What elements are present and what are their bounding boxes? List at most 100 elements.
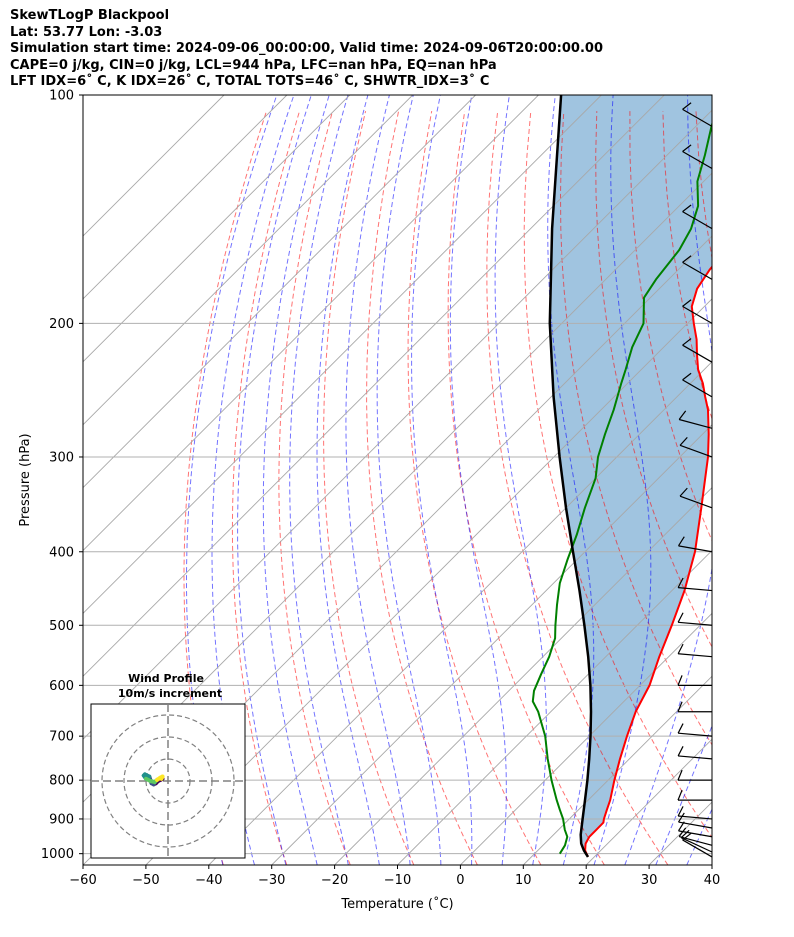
isotherm-gridline [83, 95, 288, 300]
y-tick-label: 1000 [41, 847, 74, 862]
y-tick-label: 600 [49, 679, 74, 694]
isotherm-gridline [83, 95, 665, 677]
moist-adiabat [262, 95, 330, 865]
isotherm-gridline [271, 424, 712, 865]
isotherm-gridline [334, 486, 712, 865]
y-tick-label: 300 [49, 450, 74, 465]
moist-adiabat [547, 95, 595, 865]
wind-barb [677, 789, 712, 801]
isotherm-gridline [460, 612, 712, 865]
isotherm-gridline [83, 95, 602, 615]
moist-adiabat [316, 95, 380, 865]
x-tick-label: 0 [456, 873, 464, 888]
x-tick-label: −60 [69, 873, 96, 888]
wind-barb [677, 769, 712, 781]
plot-area [83, 95, 794, 865]
series-temperature-line [584, 265, 712, 858]
y-tick-label: 100 [49, 89, 74, 104]
wind-barb [682, 299, 713, 324]
y-tick-label: 800 [49, 774, 74, 789]
moist-adiabat [237, 95, 312, 865]
y-tick-label: 200 [49, 317, 74, 332]
title-line-cape: CAPE=0 j/kg, CIN=0 j/kg, LCL=944 hPa, LF… [10, 57, 497, 73]
wind-barb [677, 643, 713, 658]
moist-adiabat [655, 724, 712, 865]
hodograph-ring [101, 714, 235, 848]
moist-adiabat [686, 807, 712, 865]
dry-adiabat [662, 111, 712, 421]
dry-adiabat [447, 111, 605, 865]
dry-adiabat [231, 110, 300, 865]
moist-adiabat [718, 95, 794, 865]
wind-barb [678, 827, 713, 846]
x-tick-label: 30 [641, 873, 658, 888]
dry-adiabat [366, 111, 478, 865]
moist-adiabat [593, 95, 652, 865]
wind-barb [677, 612, 713, 626]
moist-adiabat [186, 95, 278, 865]
wind-barb [680, 829, 713, 853]
x-tick-label: −10 [384, 873, 411, 888]
dry-adiabat [323, 110, 415, 865]
wind-barb [677, 806, 713, 820]
isotherm-gridline [711, 864, 712, 865]
title-line-station: SkewTLogP Blackpool [10, 8, 170, 23]
isotherm-gridline [83, 95, 539, 552]
wind-barb [677, 701, 712, 713]
x-tick-label: 10 [515, 873, 532, 888]
isotherm-gridline [83, 95, 225, 237]
wind-barb [677, 577, 713, 592]
wind-barb [678, 410, 713, 429]
moist-adiabat [376, 95, 442, 865]
moist-adiabat [449, 95, 507, 865]
wind-barb [678, 536, 713, 553]
isotherm-gridline [83, 95, 351, 363]
moist-adiabat [624, 95, 712, 865]
isotherm-gridline [145, 298, 712, 865]
x-tick-label: −20 [321, 873, 348, 888]
wind-barb [679, 487, 713, 509]
x-tick-label: 40 [704, 873, 721, 888]
chart-title: SkewTLogP Blackpool Lat: 53.77 Lon: -3.0… [10, 8, 603, 91]
dry-adiabat [486, 111, 669, 865]
moist-adiabat [411, 95, 473, 865]
wind-barb [682, 102, 713, 127]
wind-barb [677, 675, 712, 686]
wind-barb [682, 372, 713, 398]
wind-barb [677, 723, 713, 737]
isotherm-gridline [83, 95, 414, 426]
dry-adiabat [183, 110, 267, 865]
isotherm-gridline [208, 361, 712, 865]
title-line-location: Lat: 53.77 Lon: -3.03 [10, 24, 163, 40]
x-tick-label: −30 [258, 873, 285, 888]
moist-adiabat [289, 95, 349, 865]
isotherm-gridline [397, 549, 712, 865]
wind-barb [682, 338, 713, 363]
wind-barb [677, 746, 713, 760]
dry-adiabat [407, 111, 542, 865]
dry-adiabat [559, 111, 712, 746]
title-line-indices: LFT IDX=6˚ C, K IDX=26˚ C, TOTAL TOTS=46… [10, 74, 490, 89]
dry-adiabat [762, 111, 794, 865]
wind-barb [682, 204, 713, 230]
y-tick-label: 700 [49, 730, 74, 745]
wind-barb [679, 436, 713, 458]
series-parcel-line [548, 95, 593, 858]
x-tick-label: −40 [195, 873, 222, 888]
moist-adiabat [749, 95, 794, 865]
y-tick-label: 400 [49, 545, 74, 560]
series-dewpoint-line [531, 121, 712, 855]
wind-barb [682, 255, 713, 280]
y-axis-label: Pressure (hPa) [18, 433, 33, 526]
wind-barb [682, 144, 713, 170]
moist-adiabat [494, 95, 547, 865]
isotherm-gridline [83, 95, 476, 489]
y-tick-label: 900 [49, 812, 74, 827]
hodograph-segment [159, 774, 165, 781]
wind-barb [678, 812, 713, 829]
title-line-times: Simulation start time: 2024-09-06_00:00:… [10, 41, 603, 56]
y-tick-label: 500 [49, 619, 74, 634]
x-tick-label: −50 [132, 873, 159, 888]
isotherm-gridline [522, 675, 712, 865]
moist-adiabat [345, 95, 411, 865]
